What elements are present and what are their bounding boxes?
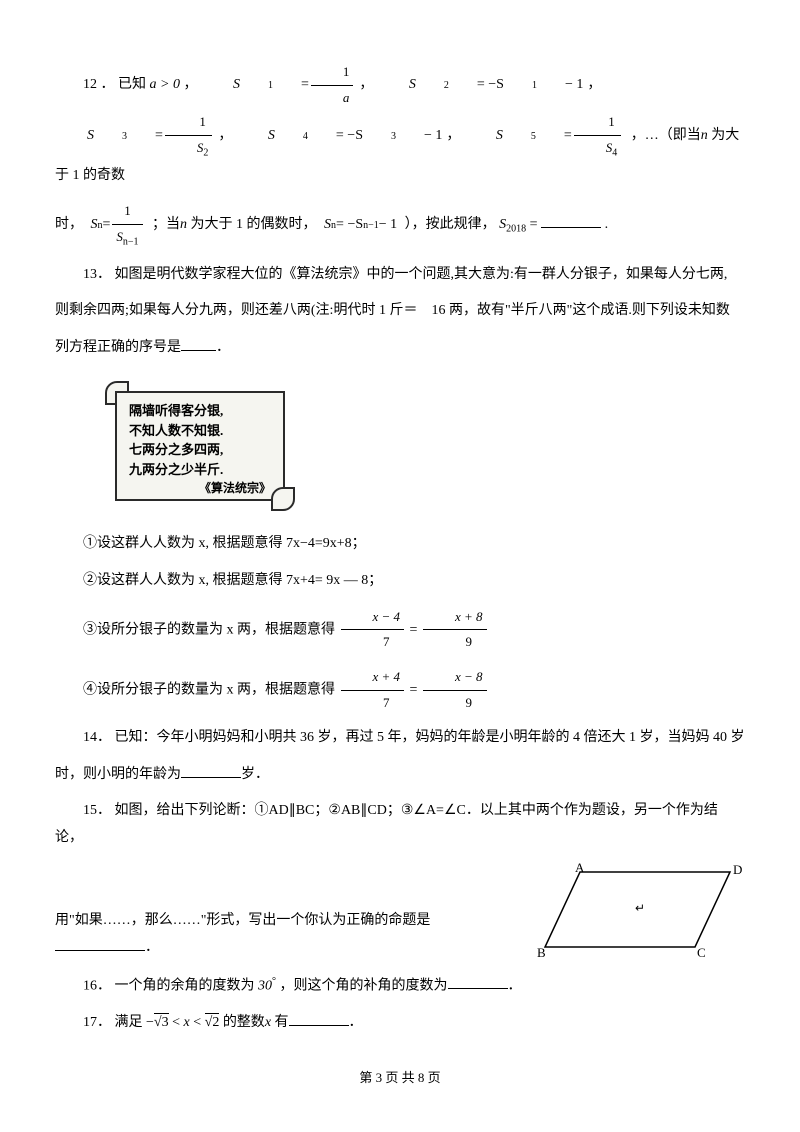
blank-q16 bbox=[448, 974, 508, 989]
blank-q14 bbox=[181, 763, 241, 778]
q13-opt3: ③设所分银子的数量为 x 两，根据题意得 x − 47 = x + 89 bbox=[55, 605, 745, 655]
s4-eq: S4 = −S3 − 1 bbox=[240, 123, 442, 150]
question-13: 13． 如图是明代数学家程大位的《算法统宗》中的一个问题,其大意为:有一群人分银… bbox=[55, 262, 745, 289]
blank-q15 bbox=[55, 936, 145, 951]
q12-num: 12 bbox=[83, 77, 97, 92]
q16-num: 16 bbox=[83, 978, 97, 993]
label-b: B bbox=[537, 945, 546, 960]
scroll-figure: 隔墙听得客分银, 不知人数不知银. 七两分之多四两, 九两分之少半斤. 《算法统… bbox=[105, 381, 295, 511]
parallelogram-figure: A D B C ↵ bbox=[535, 862, 745, 962]
s3-eq: S3 = 1S2 bbox=[59, 110, 214, 162]
s5-eq: S5 = 1S4 bbox=[468, 110, 623, 162]
blank-q12 bbox=[541, 213, 601, 228]
label-c: C bbox=[697, 945, 706, 960]
blank-q17 bbox=[289, 1011, 349, 1026]
sn-odd: Sn = 1Sn−1 bbox=[91, 199, 145, 251]
q13-opt1: ①设这群人人数为 x, 根据题意得 7x−4=9x+8； bbox=[55, 531, 745, 558]
s1-eq: S1 = 1a bbox=[205, 60, 355, 110]
question-12-line2: 时， Sn = 1Sn−1 ；当n 为大于 1 的偶数时， Sn = −Sn−1… bbox=[55, 199, 745, 251]
sn-even: Sn = −Sn−1 − 1 bbox=[324, 212, 397, 239]
s2-eq: S2 = −S1 − 1 bbox=[381, 72, 583, 99]
svg-text:↵: ↵ bbox=[635, 901, 645, 915]
question-12: 12 ． 已知 a > 0 ， S1 = 1a ， S2 = −S1 − 1 ，… bbox=[55, 60, 745, 189]
q13-num: 13 bbox=[83, 267, 97, 282]
question-14: 14． 已知：今年小明妈妈和小明共 36 岁，再过 5 年，妈妈的年龄是小明年龄… bbox=[55, 725, 745, 752]
q15-num: 15 bbox=[83, 803, 97, 818]
q13-opt4: ④设所分银子的数量为 x 两，根据题意得 x + 47 = x − 89 bbox=[55, 665, 745, 715]
question-17: 17． 满足 −√3 < x < √2 的整数x 有． bbox=[55, 1010, 745, 1037]
q13-opt2: ②设这群人人数为 x, 根据题意得 7x+4= 9x — 8； bbox=[55, 568, 745, 595]
q17-num: 17 bbox=[83, 1015, 97, 1030]
question-15: 15． 如图，给出下列论断：①AD∥BC；②AB∥CD；③∠A=∠C．以上其中两… bbox=[55, 798, 745, 851]
page-footer: 第 3 页 共 8 页 bbox=[55, 1066, 745, 1091]
label-a: A bbox=[575, 862, 585, 875]
label-d: D bbox=[733, 862, 742, 877]
blank-q13 bbox=[181, 336, 216, 351]
q14-num: 14 bbox=[83, 730, 97, 745]
scroll-curl-icon bbox=[271, 487, 295, 511]
question-16: 16． 一个角的余角的度数为 30° ，则这个角的补角的度数为． bbox=[55, 972, 745, 1000]
